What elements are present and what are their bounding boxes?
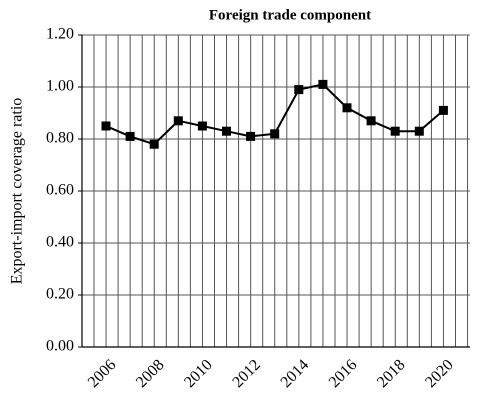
marker <box>101 121 111 131</box>
marker <box>438 105 448 115</box>
marker <box>390 126 400 136</box>
x-tick-label: 2006 <box>85 356 120 391</box>
marker <box>294 85 304 95</box>
y-tick-label: 0.80 <box>46 130 74 147</box>
y-tick-label: 0.60 <box>46 182 74 199</box>
marker <box>270 129 280 139</box>
x-tick-label: 2016 <box>326 356 361 391</box>
marker <box>246 131 256 141</box>
y-tick-label: 1.20 <box>46 26 74 43</box>
chart-title: Foreign trade component <box>209 7 371 23</box>
marker <box>197 121 207 131</box>
y-tick-label: 1.00 <box>46 78 74 95</box>
marker <box>125 131 135 141</box>
marker <box>342 103 352 113</box>
marker <box>173 116 183 126</box>
marker <box>149 139 159 149</box>
x-tick-label: 2020 <box>422 356 457 391</box>
marker <box>222 126 231 136</box>
y-tick-label: 0.20 <box>46 286 74 303</box>
marker <box>414 126 424 136</box>
x-tick-label: 2012 <box>229 356 264 391</box>
x-tick-label: 2014 <box>278 356 313 391</box>
x-tick-label: 2008 <box>133 356 168 391</box>
y-tick-label: 0.00 <box>46 338 74 355</box>
y-axis-label: Export-import coverage ratio <box>9 98 26 285</box>
x-tick-label: 2018 <box>374 356 409 391</box>
marker <box>366 116 376 126</box>
y-tick-label: 0.40 <box>46 234 74 251</box>
x-tick-label: 2010 <box>181 356 216 391</box>
marker <box>318 79 328 89</box>
